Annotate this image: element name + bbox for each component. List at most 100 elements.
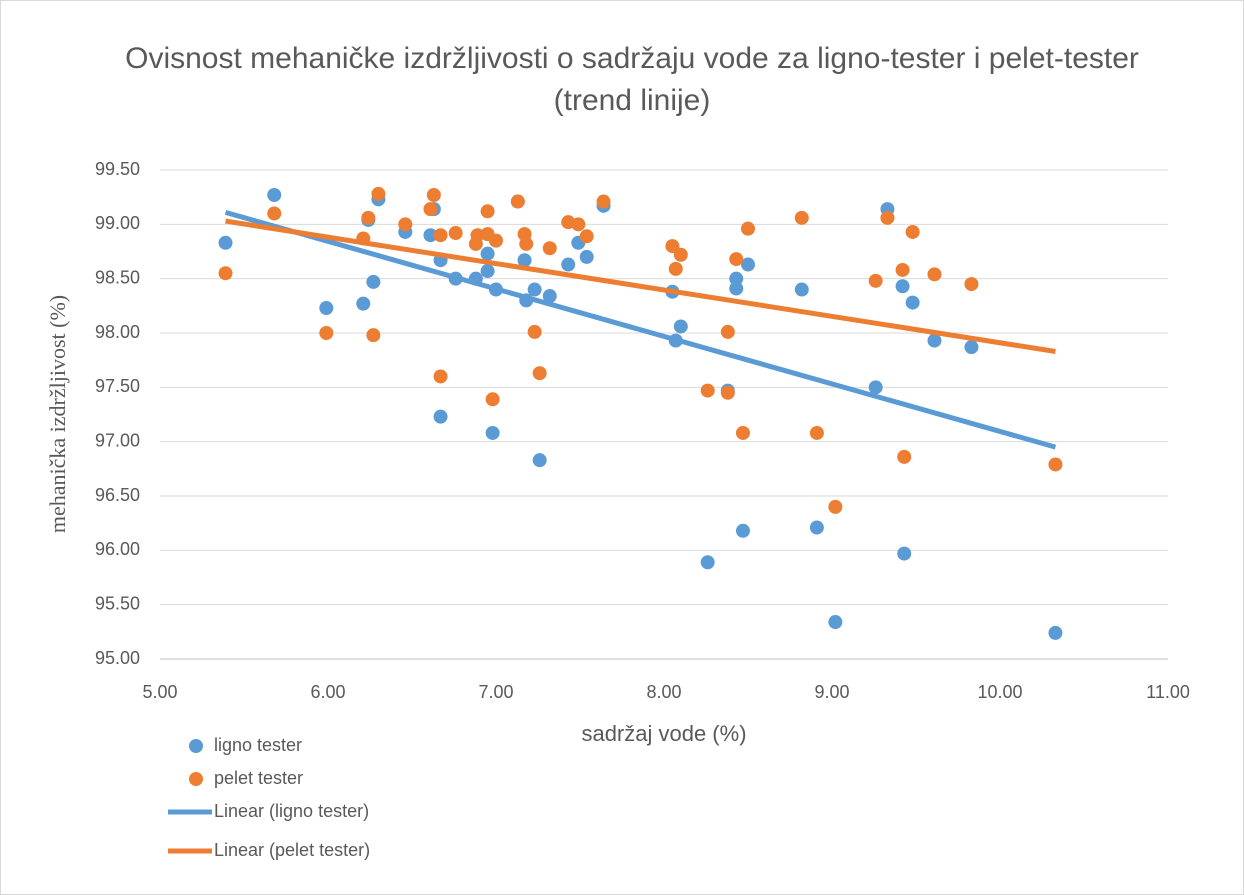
data-point	[542, 289, 557, 304]
data-point	[356, 296, 371, 311]
data-point	[927, 267, 942, 282]
x-tick-label: 10.00	[977, 682, 1022, 702]
y-tick-label: 95.50	[95, 593, 140, 613]
data-point	[735, 523, 750, 538]
data-point	[735, 425, 750, 440]
x-tick-label: 6.00	[310, 682, 345, 702]
data-point	[433, 369, 448, 384]
y-tick-label: 96.50	[95, 485, 140, 505]
data-point	[532, 366, 547, 381]
data-point	[448, 226, 463, 241]
data-point	[828, 615, 843, 630]
legend-label: ligno tester	[214, 735, 302, 755]
y-tick-label: 99.50	[95, 159, 140, 179]
data-point	[700, 383, 715, 398]
data-point	[527, 282, 542, 297]
data-point	[485, 392, 500, 407]
data-point	[579, 249, 594, 264]
data-point	[828, 499, 843, 514]
y-tick-label: 95.00	[95, 648, 140, 668]
data-point	[673, 319, 688, 334]
data-point	[433, 409, 448, 424]
data-point	[895, 262, 910, 277]
y-tick-label: 98.00	[95, 322, 140, 342]
data-point	[700, 555, 715, 570]
data-point	[561, 257, 576, 272]
y-tick-label: 97.50	[95, 376, 140, 396]
legend-label: Linear (ligno tester)	[214, 801, 369, 821]
data-point	[267, 187, 282, 202]
data-point	[673, 247, 688, 262]
data-point	[809, 520, 824, 535]
x-tick-label: 8.00	[646, 682, 681, 702]
data-point	[868, 380, 883, 395]
data-point	[868, 273, 883, 288]
x-tick-label: 7.00	[478, 682, 513, 702]
data-point	[319, 301, 334, 316]
data-point	[519, 236, 534, 251]
data-point	[1048, 625, 1063, 640]
y-tick-label: 99.00	[95, 213, 140, 233]
data-point	[964, 340, 979, 355]
y-tick-label: 97.00	[95, 430, 140, 450]
data-point	[480, 204, 495, 219]
y-tick-label: 96.00	[95, 539, 140, 559]
x-tick-label: 5.00	[142, 682, 177, 702]
data-point	[720, 324, 735, 339]
data-point	[741, 257, 755, 272]
data-point	[489, 233, 503, 248]
data-point	[542, 241, 557, 256]
data-point	[741, 221, 755, 236]
data-point	[596, 194, 611, 209]
data-point	[517, 253, 532, 268]
data-point	[897, 546, 912, 561]
data-point	[571, 217, 586, 232]
data-point	[668, 261, 683, 276]
data-point	[433, 228, 448, 243]
data-point	[880, 210, 895, 225]
data-point	[426, 187, 441, 202]
data-point	[218, 266, 233, 281]
data-point	[729, 252, 744, 267]
data-point	[809, 425, 824, 440]
legend-marker	[189, 772, 203, 786]
data-point	[398, 217, 413, 232]
data-point	[218, 235, 233, 250]
data-point	[485, 425, 500, 440]
legend-marker	[189, 739, 203, 753]
data-point	[729, 281, 744, 296]
x-axis-label: sadržaj vode (%)	[581, 721, 746, 746]
data-point	[964, 277, 979, 292]
data-point	[423, 202, 438, 217]
data-point	[665, 239, 680, 254]
data-point	[905, 295, 920, 310]
data-point	[532, 453, 547, 468]
data-point	[720, 385, 735, 400]
y-tick-label: 98.50	[95, 267, 140, 287]
data-point	[319, 326, 334, 340]
data-point	[729, 271, 744, 286]
trend-line	[224, 209, 1057, 450]
chart-title: Ovisnost mehaničke izdržljivosti o sadrž…	[125, 42, 1139, 117]
data-point	[480, 264, 495, 279]
data-point	[527, 324, 542, 339]
x-tick-label: 9.00	[814, 682, 849, 702]
y-axis-label: mehanička izdržljivost (%)	[45, 295, 70, 533]
data-point	[1048, 457, 1063, 472]
data-point	[927, 333, 942, 348]
data-point	[794, 210, 809, 225]
data-point	[361, 210, 376, 225]
data-point	[905, 224, 920, 239]
x-tick-label: 11.00	[1146, 682, 1190, 702]
data-point	[794, 282, 809, 297]
data-point	[470, 228, 485, 243]
data-point	[895, 279, 910, 294]
trend-line	[225, 218, 1056, 354]
data-point	[366, 328, 381, 343]
legend-label: Linear (pelet tester)	[214, 840, 370, 860]
data-point	[480, 246, 495, 261]
data-point	[267, 206, 282, 221]
